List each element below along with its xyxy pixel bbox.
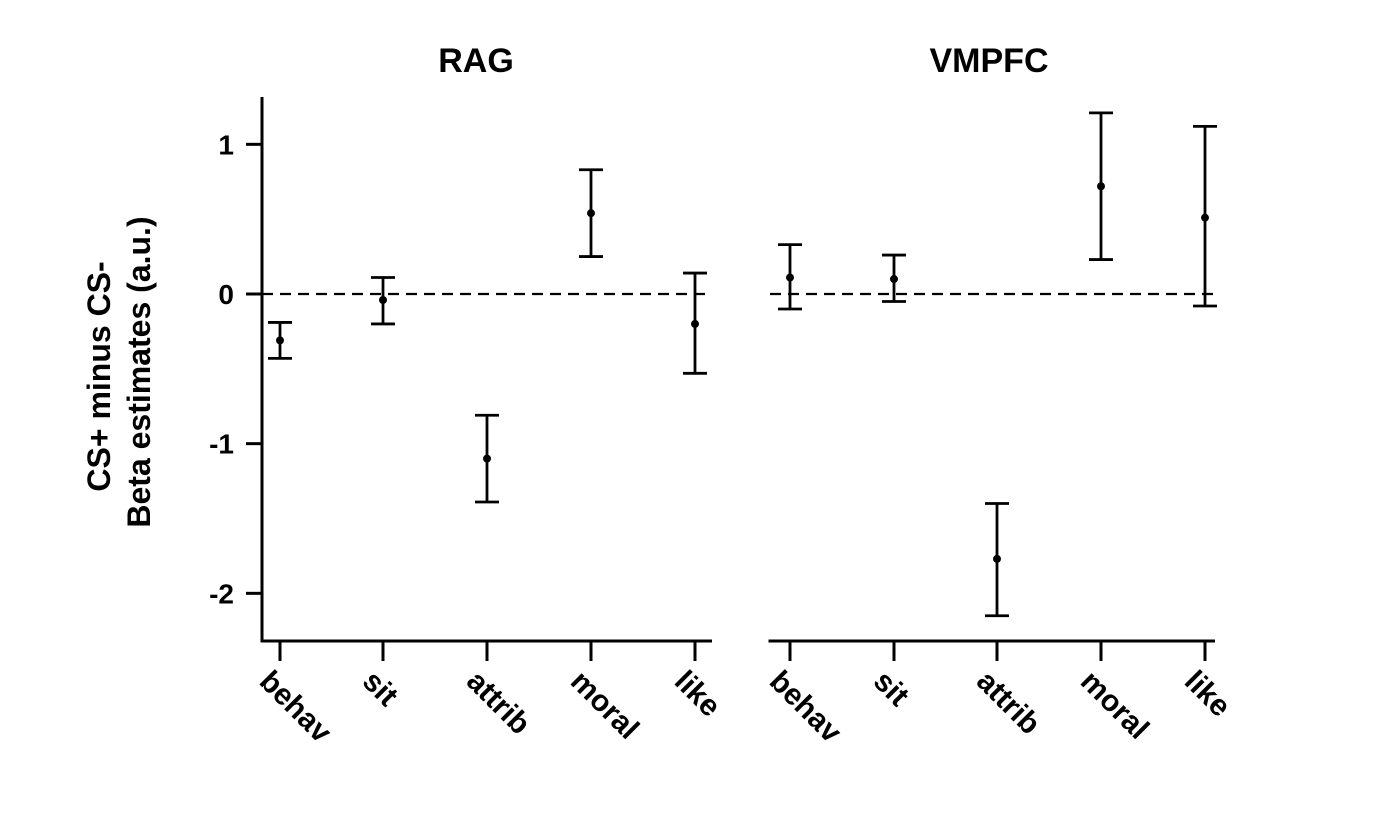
y-axis-label-line-2: Beta estimates (a.u.) <box>121 216 157 527</box>
data-point <box>1201 213 1209 222</box>
y-tick-label: 0 <box>218 279 234 310</box>
x-tick-label: attrib <box>970 665 1046 741</box>
data-point <box>379 295 387 304</box>
y-tick-label: 1 <box>218 129 234 160</box>
data-point <box>483 454 491 463</box>
data-point <box>276 336 284 345</box>
x-tick-label: attrib <box>460 665 536 741</box>
data-point <box>587 209 595 218</box>
x-tick-label: behav <box>253 665 338 750</box>
data-point <box>993 554 1001 563</box>
y-tick-label: -1 <box>209 429 234 460</box>
y-tick-label: -2 <box>209 578 234 609</box>
x-tick-label: behav <box>763 665 848 750</box>
panel-title: RAG <box>438 42 514 80</box>
y-axis-label: CS+ minus CS- Beta estimates (a.u.) <box>81 216 157 527</box>
data-point <box>786 273 794 282</box>
x-tick-label: like <box>668 665 727 724</box>
x-tick-label: moral <box>1074 665 1155 746</box>
y-axis-label-line-1: CS+ minus CS- <box>81 261 117 491</box>
x-tick-label: moral <box>564 665 645 746</box>
panels: RAG 1 0 -1 -2 behav sit attrib moral like VMPFC beh… <box>209 42 1237 749</box>
panel-1: RAG 1 0 -1 -2 behav sit attrib moral like <box>209 42 727 749</box>
x-tick-label: sit <box>356 665 404 713</box>
panel-title: VMPFC <box>930 42 1049 80</box>
x-tick-label: like <box>1178 665 1237 724</box>
data-point <box>1097 182 1105 191</box>
x-tick-label: sit <box>867 665 915 713</box>
panel-2: VMPFC behav sit attrib moral like <box>763 42 1237 749</box>
data-point <box>890 275 898 284</box>
data-point <box>691 319 699 328</box>
